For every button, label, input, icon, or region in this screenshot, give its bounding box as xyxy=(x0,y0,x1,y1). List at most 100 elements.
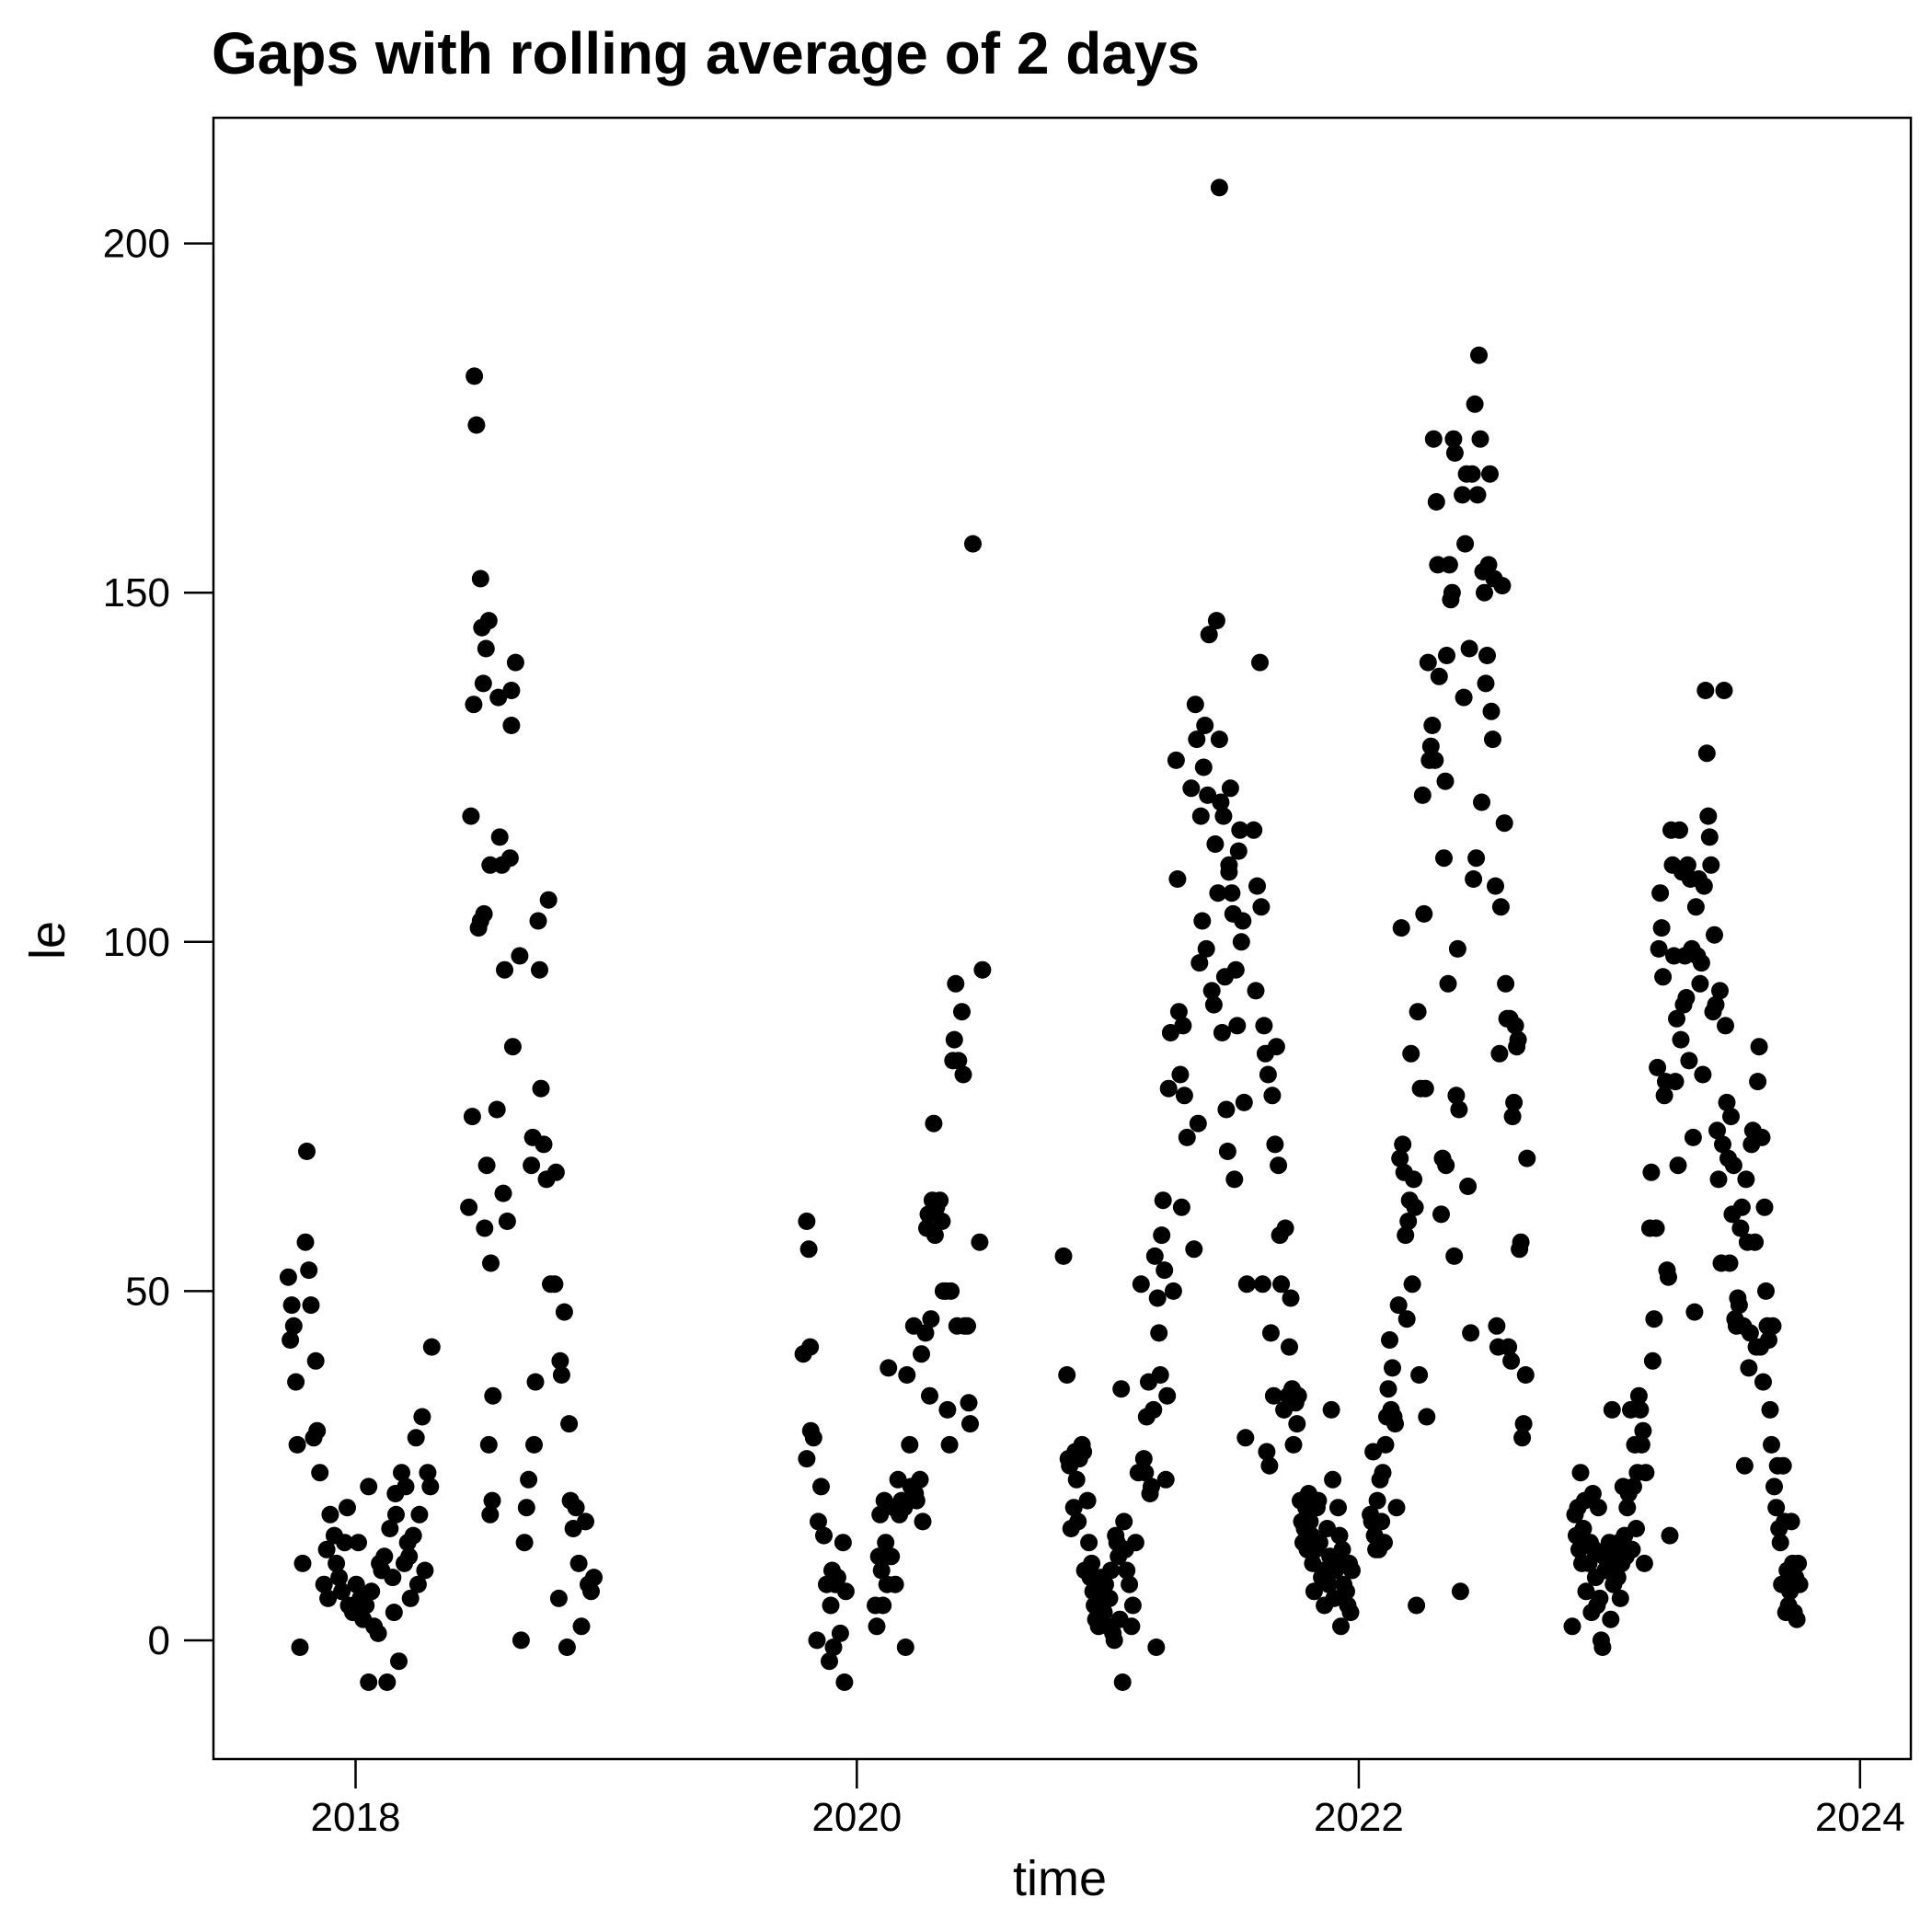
data-point xyxy=(1488,1317,1506,1335)
data-point xyxy=(1159,1079,1178,1098)
data-point xyxy=(385,1604,403,1622)
data-point xyxy=(913,1345,930,1363)
data-point xyxy=(1172,1198,1190,1216)
data-point xyxy=(1692,954,1710,972)
data-point xyxy=(1069,1512,1087,1531)
x-tick-label: 2022 xyxy=(1314,1795,1404,1840)
data-point xyxy=(1505,1093,1524,1111)
data-point xyxy=(1479,556,1498,574)
data-point xyxy=(1651,884,1670,903)
data-point xyxy=(1691,974,1709,993)
data-point xyxy=(1284,1435,1303,1454)
data-point xyxy=(300,1261,318,1280)
data-point xyxy=(1654,968,1673,986)
data-point xyxy=(1126,1534,1144,1552)
data-point xyxy=(1373,1512,1391,1531)
data-point xyxy=(1267,1038,1285,1056)
data-point xyxy=(1467,849,1486,868)
data-point xyxy=(1397,1310,1416,1328)
data-point xyxy=(1571,1464,1590,1482)
data-point xyxy=(869,1547,888,1566)
data-point xyxy=(1266,1135,1284,1154)
data-point xyxy=(1261,1324,1280,1342)
data-point xyxy=(1753,1128,1771,1146)
data-point xyxy=(539,891,558,909)
data-point xyxy=(1148,1289,1167,1307)
data-point xyxy=(1735,1456,1754,1475)
data-point xyxy=(1078,1491,1097,1510)
data-point xyxy=(1754,1373,1772,1391)
data-point xyxy=(1672,1030,1690,1049)
data-point xyxy=(1730,1296,1748,1315)
data-point xyxy=(1167,751,1185,769)
data-point xyxy=(1513,1429,1532,1447)
data-point xyxy=(506,653,524,672)
data-point xyxy=(369,1624,387,1642)
data-point xyxy=(422,1338,441,1356)
data-point xyxy=(1668,1009,1685,1028)
data-point xyxy=(1423,717,1442,734)
data-point xyxy=(916,1324,935,1342)
data-point xyxy=(1235,1093,1253,1111)
data-point xyxy=(1737,1170,1755,1189)
data-point xyxy=(1643,1351,1662,1370)
data-point xyxy=(502,682,521,699)
data-point xyxy=(1447,1087,1466,1105)
data-point xyxy=(1460,639,1478,658)
data-point xyxy=(288,1435,306,1454)
data-point xyxy=(1083,1554,1101,1572)
data-point xyxy=(828,1569,846,1587)
data-point xyxy=(1443,583,1461,602)
data-point xyxy=(512,1631,530,1650)
data-point xyxy=(961,1415,979,1433)
data-point xyxy=(1788,1610,1806,1628)
data-point xyxy=(503,1038,522,1056)
data-point xyxy=(1217,1100,1236,1119)
data-point xyxy=(1732,1198,1751,1216)
data-point xyxy=(1343,1561,1361,1580)
data-point xyxy=(1465,870,1483,888)
data-point xyxy=(1333,1540,1351,1558)
y-tick-label: 100 xyxy=(103,920,170,965)
data-point xyxy=(360,1673,378,1691)
data-point xyxy=(938,1400,957,1419)
data-point xyxy=(815,1526,833,1545)
data-point xyxy=(467,416,486,434)
data-point xyxy=(889,1470,907,1489)
data-point xyxy=(922,1310,940,1328)
data-point xyxy=(1151,1366,1169,1384)
data-point xyxy=(886,1575,904,1593)
data-point xyxy=(1102,1561,1120,1580)
data-point xyxy=(1260,1456,1279,1475)
data-point xyxy=(474,674,492,693)
data-point xyxy=(1580,1554,1598,1572)
data-point xyxy=(898,1366,916,1384)
data-point xyxy=(1153,1226,1171,1245)
data-point xyxy=(1421,737,1440,755)
data-point xyxy=(836,1582,855,1601)
data-point xyxy=(1209,884,1227,903)
data-point xyxy=(1123,1596,1142,1615)
data-point xyxy=(1678,856,1696,874)
data-point xyxy=(1212,793,1230,811)
data-point xyxy=(393,1464,410,1482)
data-point xyxy=(515,1534,534,1552)
data-point xyxy=(1097,1575,1114,1593)
data-point xyxy=(1158,1386,1177,1405)
data-point xyxy=(1067,1470,1086,1489)
data-point xyxy=(1577,1582,1595,1601)
data-point xyxy=(808,1631,826,1650)
data-point xyxy=(1444,430,1463,448)
data-point xyxy=(1591,1589,1609,1607)
data-point xyxy=(293,1554,312,1572)
data-point xyxy=(1482,702,1501,720)
data-point xyxy=(1645,1310,1663,1328)
data-point xyxy=(404,1526,422,1545)
data-point xyxy=(479,1435,498,1454)
data-point xyxy=(960,1394,978,1412)
data-point xyxy=(1191,807,1210,825)
data-point xyxy=(1391,1149,1409,1167)
data-point xyxy=(476,1219,494,1237)
data-point xyxy=(947,974,965,993)
